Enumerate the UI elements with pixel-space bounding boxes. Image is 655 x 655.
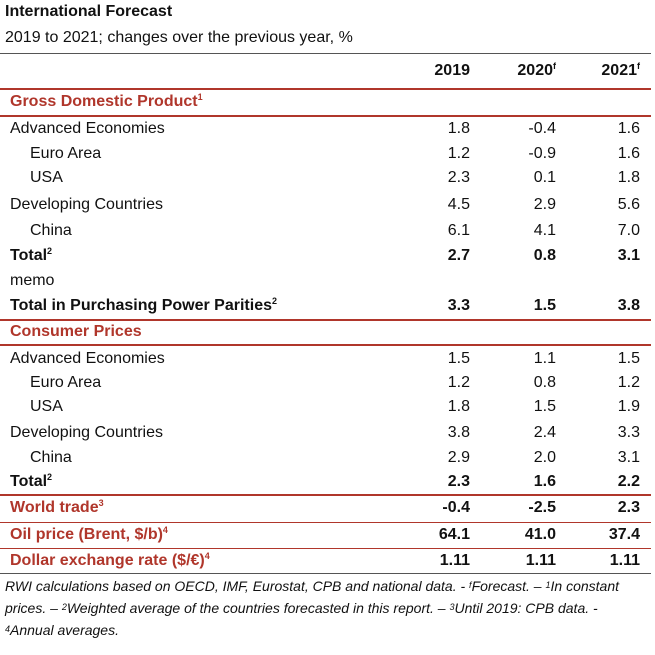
column-header-2020: 2020f bbox=[517, 61, 556, 79]
divider bbox=[0, 344, 651, 346]
divider bbox=[0, 548, 651, 549]
divider bbox=[0, 319, 651, 321]
divider bbox=[0, 115, 651, 117]
column-header-2021: 2021f bbox=[601, 61, 640, 79]
table-row: Advanced Economies 1.5 1.1 1.5 bbox=[10, 350, 640, 367]
column-header-2019: 2019 bbox=[434, 62, 470, 79]
table-subtitle: 2019 to 2021; changes over the previous … bbox=[5, 29, 353, 46]
table-footnote: RWI calculations based on OECD, IMF, Eur… bbox=[5, 578, 619, 638]
table-row-memo: memo bbox=[10, 272, 55, 289]
table-row-total: Total2 2.7 0.8 3.1 bbox=[10, 246, 640, 264]
divider bbox=[0, 522, 651, 523]
table-row: Developing Countries 3.8 2.4 3.3 bbox=[10, 424, 640, 441]
table-row-exchange-rate: Dollar exchange rate ($/€)4 1.11 1.11 1.… bbox=[10, 551, 640, 569]
table-row: China 6.1 4.1 7.0 bbox=[30, 222, 640, 239]
section-header-gdp: Gross Domestic Product1 bbox=[10, 92, 203, 110]
divider bbox=[0, 573, 651, 574]
divider bbox=[0, 494, 651, 496]
table-row-world-trade: World trade3 -0.4 -2.5 2.3 bbox=[10, 498, 640, 516]
table-row-total: Total2 2.3 1.6 2.2 bbox=[10, 472, 640, 490]
table-row: Developing Countries 4.5 2.9 5.6 bbox=[10, 196, 640, 213]
table-row: Advanced Economies 1.8 -0.4 1.6 bbox=[10, 120, 640, 137]
table-row: USA 1.8 1.5 1.9 bbox=[30, 398, 640, 415]
table-row: China 2.9 2.0 3.1 bbox=[30, 449, 640, 466]
table-row-oil-price: Oil price (Brent, $/b)4 64.1 41.0 37.4 bbox=[10, 525, 640, 543]
divider bbox=[0, 53, 651, 54]
table-row: Euro Area 1.2 0.8 1.2 bbox=[30, 374, 640, 391]
divider bbox=[0, 88, 651, 90]
table-row: Euro Area 1.2 -0.9 1.6 bbox=[30, 145, 640, 162]
table-title: International Forecast bbox=[5, 3, 173, 20]
section-header-cpi: Consumer Prices bbox=[10, 323, 142, 340]
table-row-ppp: Total in Purchasing Power Parities2 3.3 … bbox=[10, 296, 640, 314]
table-row: USA 2.3 0.1 1.8 bbox=[30, 169, 640, 186]
